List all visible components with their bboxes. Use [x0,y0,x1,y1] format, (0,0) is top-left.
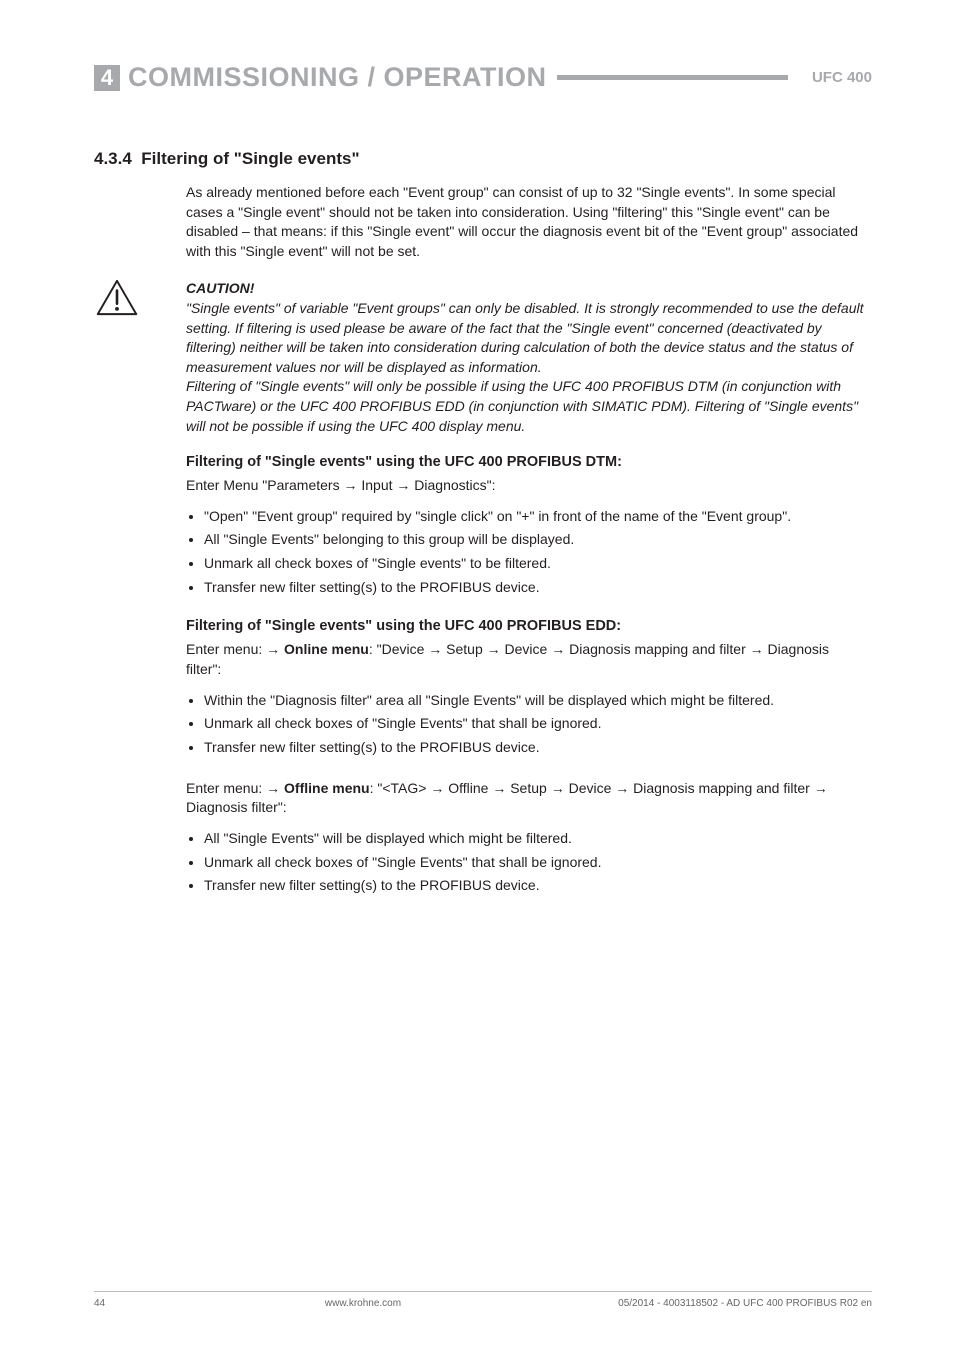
edd-online-prefix: Enter menu: → [186,641,284,657]
edd-offline-bullet-list: All "Single Events" will be displayed wh… [186,828,864,897]
edd-offline-bold: Offline menu [284,780,370,796]
page-number: 44 [94,1298,154,1309]
dtm-heading: Filtering of "Single events" using the U… [186,454,864,470]
intro-paragraph: As already mentioned before each "Event … [186,183,864,261]
list-item: "Open" "Event group" required by "single… [204,506,864,528]
list-item: Unmark all check boxes of "Single Events… [204,713,864,735]
list-item: Transfer new filter setting(s) to the PR… [204,737,864,759]
dtm-block: Filtering of "Single events" using the U… [186,454,864,897]
list-item: Unmark all check boxes of "Single Events… [204,852,864,874]
list-item: All "Single Events" belonging to this gr… [204,529,864,551]
list-item: Transfer new filter setting(s) to the PR… [204,875,864,897]
list-item: Unmark all check boxes of "Single events… [204,553,864,575]
page: 4 COMMISSIONING / OPERATION UFC 400 4.3.… [0,0,954,1351]
list-item: Within the "Diagnosis filter" area all "… [204,690,864,712]
edd-online-bullet-list: Within the "Diagnosis filter" area all "… [186,690,864,759]
caution-label: CAUTION! [186,279,872,299]
list-item: Transfer new filter setting(s) to the PR… [204,577,864,599]
edd-online-lead: Enter menu: → Online menu: "Device → Set… [186,640,864,679]
footer-center: www.krohne.com [154,1298,572,1309]
chapter-number-box: 4 [94,65,120,91]
section-heading: 4.3.4 Filtering of "Single events" [94,149,872,169]
caution-block: CAUTION! "Single events" of variable "Ev… [94,279,872,436]
chapter-title: COMMISSIONING / OPERATION [128,62,547,93]
edd-heading: Filtering of "Single events" using the U… [186,618,864,634]
footer-right: 05/2014 - 4003118502 - AD UFC 400 PROFIB… [572,1298,872,1309]
chapter-header: 4 COMMISSIONING / OPERATION UFC 400 [94,62,872,93]
caution-text: CAUTION! "Single events" of variable "Ev… [186,279,872,436]
edd-offline-lead: Enter menu: → Offline menu: "<TAG> → Off… [186,779,864,818]
section-number: 4.3.4 [94,149,132,168]
caution-para-1: "Single events" of variable "Event group… [186,299,872,377]
page-footer: 44 www.krohne.com 05/2014 - 4003118502 -… [94,1291,872,1309]
dtm-lead: Enter Menu "Parameters → Input → Diagnos… [186,476,864,496]
intro-block: As already mentioned before each "Event … [186,183,864,261]
chapter-bar [557,75,788,80]
caution-icon [96,279,138,321]
section-title: Filtering of "Single events" [141,149,359,168]
edd-offline-prefix: Enter menu: → [186,780,284,796]
caution-para-2: Filtering of "Single events" will only b… [186,377,872,436]
dtm-bullet-list: "Open" "Event group" required by "single… [186,506,864,599]
list-item: All "Single Events" will be displayed wh… [204,828,864,850]
edd-online-bold: Online menu [284,641,369,657]
document-code: UFC 400 [812,69,872,86]
